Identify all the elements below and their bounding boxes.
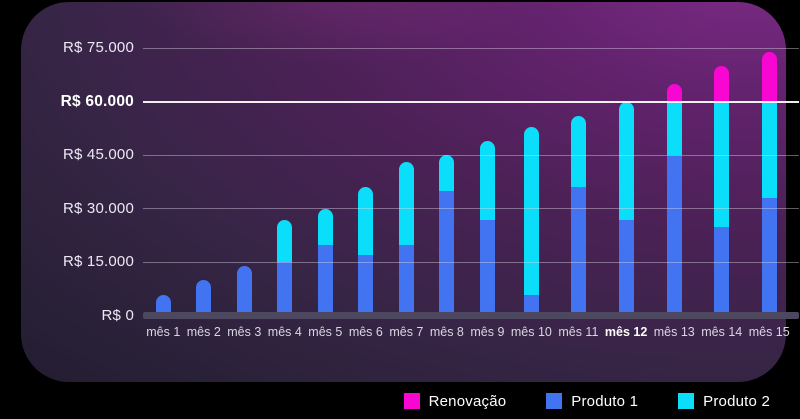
segment-produto-2 — [523, 126, 539, 295]
renovacao-swatch-icon — [403, 393, 420, 409]
legend: Renovação Produto 1 Produto 2 — [403, 384, 770, 418]
x-tick-label: mês 14 — [701, 325, 743, 339]
segment-produto-2 — [618, 101, 634, 220]
y-tick-label: R$ 45.000 — [62, 146, 134, 164]
bar-slot: mês 5 — [308, 48, 342, 348]
segment-produto-1 — [277, 262, 293, 316]
produto-1-swatch-icon — [546, 393, 563, 409]
legend-item-renovacao: Renovação — [403, 392, 507, 410]
bar-mes-6 — [358, 187, 374, 316]
x-tick-label: mês 2 — [186, 325, 221, 339]
bar-slot: mês 12 — [605, 48, 647, 348]
bar-slot: mês 14 — [701, 48, 742, 348]
produto-2-swatch-icon — [678, 393, 695, 409]
segment-produto-1 — [714, 226, 730, 316]
y-axis: R$ 0 R$ 15.000 R$ 30.000 R$ 45.000 R$ 60.000… — [45, 39, 134, 324]
bar-slot: mês 7 — [389, 48, 423, 348]
x-tick-label: mês 6 — [348, 325, 383, 339]
segment-renovacao — [714, 65, 730, 102]
segment-produto-2 — [666, 101, 682, 156]
bar-mes-14 — [714, 65, 730, 316]
x-tick-label: mês 3 — [227, 325, 262, 339]
bar-mes-9 — [479, 140, 495, 316]
segment-produto-2 — [570, 115, 586, 188]
legend-item-produto-1: Produto 1 — [546, 393, 638, 410]
segment-produto-2 — [761, 101, 777, 199]
x-tick-label: mês 7 — [389, 325, 424, 339]
segment-produto-1 — [236, 265, 252, 316]
bar-mes-11 — [570, 115, 586, 316]
segment-produto-2 — [479, 140, 495, 220]
bar-slot: mês 4 — [268, 48, 302, 348]
bar-mes-7 — [398, 162, 414, 316]
segment-produto-1 — [439, 190, 455, 316]
bar-mes-3 — [236, 265, 252, 316]
x-tick-label: mês 15 — [748, 325, 790, 339]
bar-slot: mês 10 — [511, 48, 552, 348]
x-tick-label: mês 11 — [558, 325, 599, 339]
x-tick-label: mês 13 — [653, 325, 695, 339]
bar-mes-12 — [618, 101, 634, 316]
legend-item-produto-2: Produto 2 — [678, 393, 770, 410]
bar-mes-5 — [317, 208, 333, 316]
segment-produto-2 — [317, 208, 333, 245]
segment-produto-1 — [398, 244, 414, 316]
bar-slot: mês 6 — [349, 48, 383, 348]
x-tick-label: mês 12 — [604, 325, 648, 339]
segment-produto-2 — [358, 187, 374, 256]
segment-produto-1 — [666, 155, 682, 316]
x-tick-label: mês 1 — [146, 325, 181, 339]
bar-mes-10 — [523, 126, 539, 316]
segment-produto-1 — [523, 294, 539, 316]
bar-mes-2 — [196, 280, 212, 316]
segment-produto-1 — [570, 187, 586, 316]
segment-produto-1 — [618, 219, 634, 316]
chart-card: R$ 0 R$ 15.000 R$ 30.000 R$ 45.000 R$ 60.000… — [21, 2, 799, 382]
legend-label: Produto 2 — [703, 392, 770, 410]
bar-mes-15 — [761, 51, 777, 316]
y-tick-label: R$ 15.000 — [62, 253, 134, 271]
bar-slot: mês 9 — [470, 48, 504, 348]
legend-label: Renovação — [428, 392, 507, 410]
segment-produto-2 — [398, 162, 414, 245]
bar-slot: mês 11 — [558, 48, 598, 348]
bar-mes-4 — [277, 219, 293, 316]
bar-slot: mês 13 — [654, 48, 695, 348]
segment-produto-1 — [479, 219, 495, 316]
bar-slot: mês 8 — [430, 48, 464, 348]
segment-renovacao — [666, 83, 682, 102]
bar-slot: mês 15 — [749, 48, 790, 348]
bar-slot: mês 3 — [227, 48, 261, 348]
x-tick-label: mês 4 — [267, 325, 302, 339]
x-tick-label: mês 8 — [429, 325, 464, 339]
bars-row: mês 1 mês 2 mês 3 mês 4 mês 5 mês 6 mês 7 mês 8… — [143, 48, 793, 348]
segment-produto-2 — [714, 101, 730, 227]
segment-produto-2 — [277, 219, 293, 263]
bar-mes-1 — [155, 294, 171, 316]
y-tick-label: R$ 60.000 — [60, 92, 134, 110]
segment-produto-2 — [439, 155, 455, 191]
segment-produto-1 — [317, 244, 333, 316]
bar-slot: mês 1 — [146, 48, 180, 348]
legend-label: Produto 1 — [571, 392, 639, 410]
bar-mes-8 — [439, 155, 455, 316]
y-tick-label: R$ 75.000 — [62, 39, 134, 56]
y-tick-label: R$ 30.000 — [62, 199, 134, 217]
x-tick-label: mês 9 — [470, 325, 505, 339]
y-tick-label: R$ 0 — [101, 307, 134, 324]
segment-produto-1 — [155, 294, 171, 316]
segment-renovacao — [761, 51, 777, 102]
segment-produto-1 — [358, 255, 374, 316]
segment-produto-1 — [196, 280, 212, 316]
x-tick-label: mês 10 — [510, 325, 552, 339]
x-tick-label: mês 5 — [308, 325, 343, 339]
bar-slot: mês 2 — [187, 48, 221, 348]
bar-mes-13 — [666, 83, 682, 316]
segment-produto-1 — [761, 198, 777, 316]
